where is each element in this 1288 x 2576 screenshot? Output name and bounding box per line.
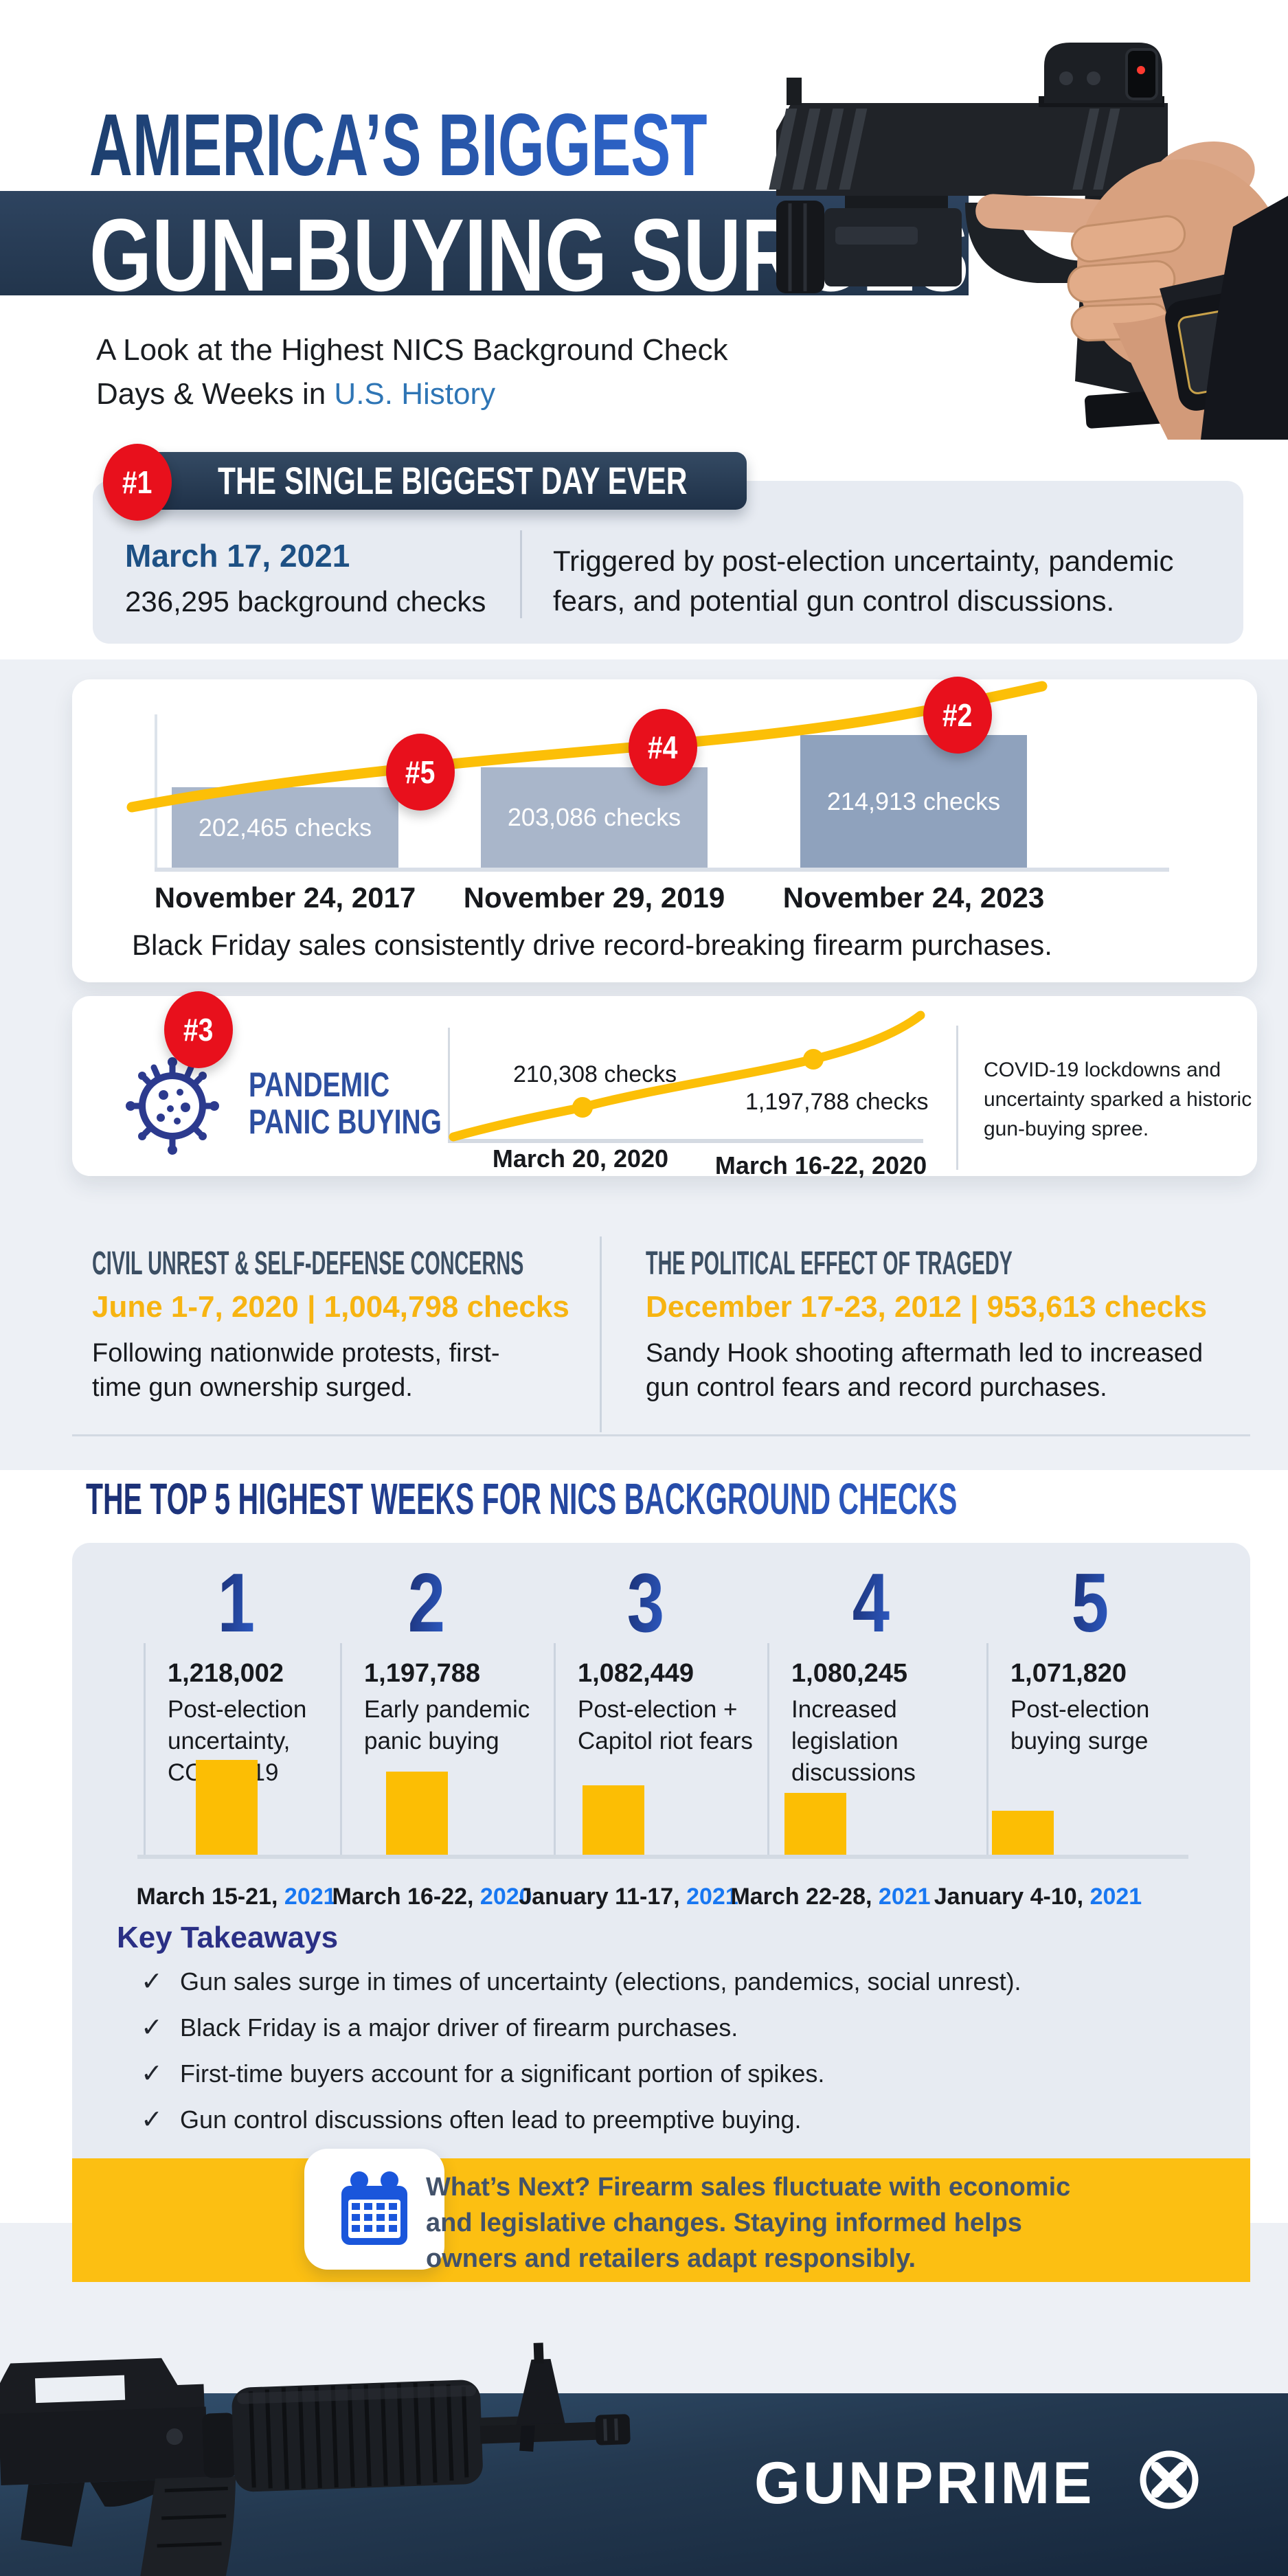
pandemic-trend-curve [449, 1010, 925, 1142]
front-sight-icon [787, 78, 802, 105]
check-icon: ✓ [141, 2013, 163, 2042]
bf-y-axis [155, 714, 157, 869]
bf-bar-2023: 214,913 checks [800, 730, 1027, 868]
check-icon: ✓ [141, 2059, 163, 2088]
rank-badge-5: #5 [386, 734, 455, 811]
pandemic-point1-date: March 20, 2020 [492, 1144, 669, 1173]
event-tragedy-description: Sandy Hook shooting aftermath led to inc… [646, 1339, 1204, 1402]
top5-bar-4 [784, 1745, 846, 1855]
event-tragedy-title: THE POLITICAL EFFECT OF TRAGEDY [646, 1245, 1013, 1282]
calendar-icon [341, 2171, 407, 2245]
top5-desc-2: Early pandemic panic buying [364, 1696, 530, 1754]
top5-rank-1: 1 [217, 1556, 256, 1649]
pandemic-y-axis [448, 1028, 450, 1141]
brand-wordmark: GUNPRIME [754, 2450, 1095, 2516]
biggest-day-description: Triggered by post-election uncertainty, … [553, 545, 1174, 617]
top5-bar-3 [583, 1745, 644, 1855]
top5-value-1: 1,218,002 [168, 1659, 284, 1688]
rank-badge-2: #2 [923, 677, 992, 754]
biggest-day-header-bar: THE SINGLE BIGGEST DAY EVER [131, 452, 747, 510]
vertical-divider [956, 1026, 958, 1170]
data-point-march20 [572, 1097, 593, 1118]
event-civil-unrest-description: Following nationwide protests, first-tim… [92, 1339, 500, 1402]
top5-desc-3: Post-election + Capitol riot fears [578, 1696, 753, 1754]
top5-rank-2: 2 [407, 1556, 446, 1649]
top5-header: THE TOP 5 HIGHEST WEEKS FOR NICS BACKGRO… [86, 1474, 958, 1524]
event-civil-unrest-stat: June 1-7, 2020 | 1,004,798 checks [92, 1290, 569, 1324]
vertical-divider [520, 530, 522, 618]
subtitle-highlight: U.S. History [334, 377, 496, 411]
top5-date-2: March 16-22, 2020 [332, 1884, 532, 1910]
top5-value-3: 1,082,449 [578, 1659, 694, 1688]
brand-emblem-icon [1140, 2450, 1199, 2509]
takeaways-header: Key Takeaways [117, 1921, 339, 1954]
bf-bar-label: 202,465 checks [198, 813, 372, 841]
top5-date-3: January 11-17, 2021 [519, 1884, 738, 1910]
top5-value-5: 1,071,820 [1010, 1659, 1127, 1688]
rifle-photo-illustration [0, 2342, 631, 2576]
top5-rank-3: 3 [626, 1556, 665, 1649]
whats-next-banner [72, 2158, 1250, 2282]
top5-rank-5: 5 [1071, 1556, 1109, 1649]
top5-bar-2 [386, 1745, 448, 1855]
data-point-march16-22 [803, 1049, 824, 1070]
biggest-day-value: 236,295 background checks [125, 585, 486, 618]
column-divider [986, 1643, 988, 1855]
rank-badge-3: #3 [164, 991, 233, 1068]
bf-caption: Black Friday sales consistently drive re… [132, 929, 1052, 961]
check-icon: ✓ [141, 2105, 163, 2134]
column-divider [554, 1643, 556, 1855]
bf-bar-label: 203,086 checks [507, 803, 681, 831]
event-tragedy-stat: December 17-23, 2012 | 953,613 checks [646, 1290, 1208, 1324]
takeaway-item: ✓ Gun control discussions often lead to p… [141, 2105, 802, 2134]
rank-badge-1: #1 [103, 444, 172, 521]
pistol-photo-illustration [769, 43, 1288, 440]
top5-desc-4: Increased legislation discussions [791, 1696, 916, 1786]
top5-baseline [137, 1855, 1188, 1859]
column-divider [144, 1643, 146, 1855]
top5-bar-5 [992, 1745, 1054, 1855]
takeaway-item: ✓ First-time buyers account for a signifi… [141, 2059, 825, 2088]
top5-date-5: January 4-10, 2021 [934, 1884, 1142, 1910]
top5-date-4: March 22-28, 2021 [730, 1884, 931, 1910]
bf-bar-label: 214,913 checks [826, 787, 1001, 815]
section-divider [72, 1434, 1250, 1436]
pandemic-title: PANDEMIC PANIC BUYING [249, 1065, 442, 1141]
event-civil-unrest-title: CIVIL UNREST & SELF-DEFENSE CONCERNS [92, 1245, 524, 1282]
bf-baseline [155, 868, 1169, 872]
pandemic-point2-label: 1,197,788 checks [745, 1089, 929, 1115]
top5-desc-5: Post-election buying surge [1010, 1696, 1150, 1754]
virus-icon [126, 1057, 219, 1155]
rank-badge-4: #4 [629, 709, 697, 786]
bf-date-2017: November 24, 2017 [154, 881, 416, 914]
takeaway-item: ✓ Gun sales surge in times of uncertainty… [141, 1967, 1021, 1996]
bf-date-2023: November 24, 2023 [782, 881, 1045, 914]
pandemic-baseline [448, 1139, 923, 1143]
top5-value-2: 1,197,788 [364, 1659, 481, 1688]
calendar-card [304, 2149, 444, 2270]
subtitle: A Look at the Highest NICS Background Ch… [96, 328, 728, 416]
bf-date-2019: November 29, 2019 [463, 881, 725, 914]
top5-value-4: 1,080,245 [791, 1659, 908, 1688]
top5-rank-4: 4 [852, 1556, 890, 1649]
check-icon: ✓ [141, 1967, 163, 1996]
pandemic-note: COVID-19 lockdowns and uncertainty spark… [984, 1059, 1252, 1140]
page-title-line1: AMERICA’S BIGGEST [89, 96, 708, 194]
vertical-divider [600, 1236, 602, 1432]
bf-bar-2019: 203,086 checks [481, 730, 708, 868]
top5-date-1: March 15-21, 2021 [136, 1884, 337, 1910]
subtitle-line2: Days & Weeks in U.S. History [96, 377, 496, 411]
subtitle-line1: A Look at the Highest NICS Background Ch… [96, 333, 728, 367]
top5-card [72, 1543, 1250, 2223]
takeaway-item: ✓ Black Friday is a major driver of firea… [141, 2013, 738, 2042]
pandemic-point1-label: 210,308 checks [513, 1061, 677, 1087]
column-divider [340, 1643, 342, 1855]
top5-bar-1 [196, 1745, 258, 1855]
column-divider [767, 1643, 769, 1855]
pandemic-point2-date: March 16-22, 2020 [714, 1151, 927, 1179]
biggest-day-date: March 17, 2021 [125, 538, 350, 574]
bf-bar-2017: 202,465 checks [172, 730, 398, 868]
weapon-light-icon [776, 201, 824, 293]
whats-next-text: What’s Next? Firearm sales fluctuate wit… [426, 2173, 1071, 2273]
